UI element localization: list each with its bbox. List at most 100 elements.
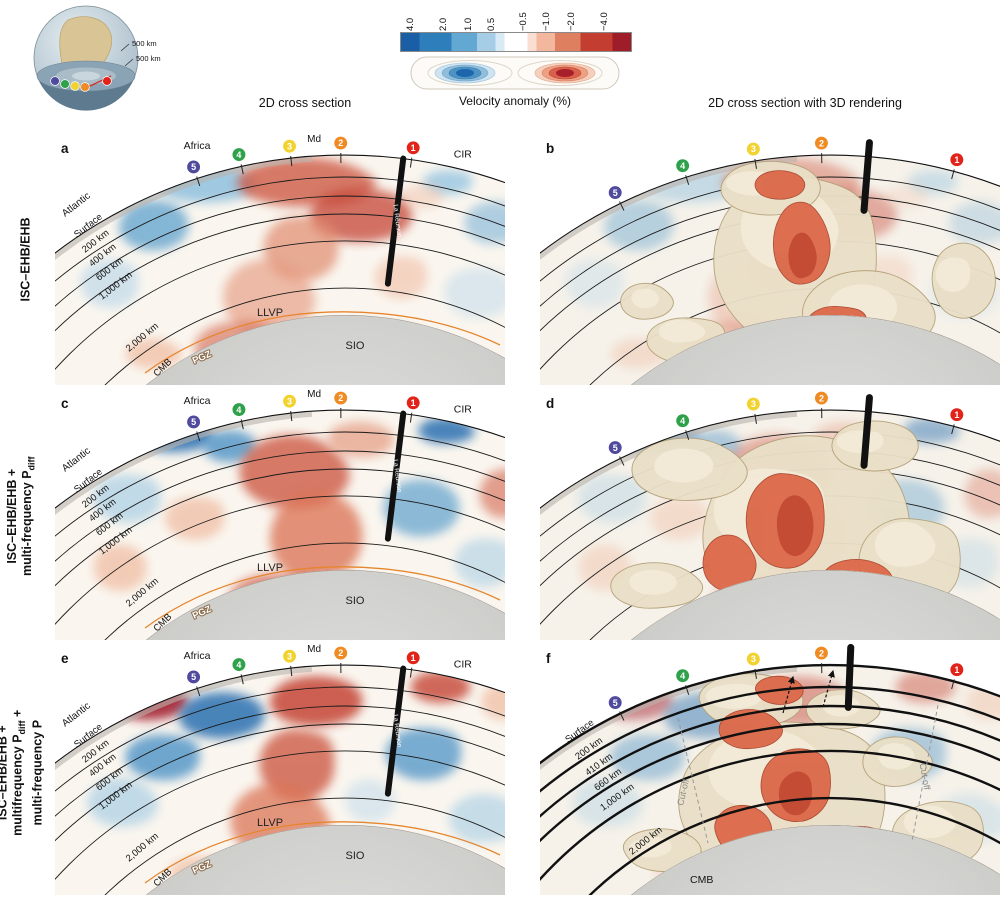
iso-surface-highlight (658, 319, 706, 343)
iso-surface-highlight (836, 430, 884, 454)
panel-letter-d: d (546, 396, 555, 411)
row-label-1: ISC–EHB/EHB (19, 130, 34, 390)
hotspot-marker-4-number: 4 (236, 405, 241, 415)
surface-arc (55, 154, 505, 254)
marker-tick (685, 430, 690, 440)
globe-scale-tick-2 (124, 58, 134, 67)
atlantic-label: Atlantic (60, 446, 93, 475)
hotspot-marker-5 (607, 440, 623, 456)
row-label-line: multi-frequency Pdiff (20, 386, 40, 646)
iso-surface-highlight (631, 288, 659, 309)
hotspot-marker-5 (186, 669, 202, 685)
la-reunion-label: La Réunion (392, 714, 403, 748)
anomaly-blob (604, 200, 674, 251)
llvp-label: LLVP (257, 817, 283, 829)
globe-inset: 500 km 500 km (8, 2, 208, 130)
hotspot-marker-3 (745, 651, 761, 667)
anomaly-blob (385, 727, 462, 781)
globe-cutaway-side (37, 76, 135, 111)
lithosphere-band (540, 666, 798, 787)
marker-tick (409, 412, 413, 423)
marker-tick (754, 668, 757, 679)
marker-tick (754, 413, 757, 424)
panel-b: 5 4 3 2 1 b (540, 133, 1000, 385)
hotspot-marker-3 (281, 138, 298, 154)
iso-surface-red-core (788, 232, 817, 279)
hotspot-marker-5-number: 5 (613, 188, 618, 198)
pgz-contour (144, 311, 501, 374)
la-reunion-bar (844, 643, 855, 711)
anomaly-blob (444, 267, 505, 318)
anomaly-blob (572, 777, 644, 827)
anomaly-blob (164, 497, 225, 540)
la-reunion-bar (860, 139, 873, 214)
cmb-boundary (630, 569, 1000, 640)
iso-surface-highlight (629, 569, 677, 595)
marker-tick (685, 175, 690, 185)
marker-tick (409, 667, 413, 678)
hotspot-marker-5 (607, 185, 623, 201)
colorbar-tick-label: −0.5 (518, 12, 530, 31)
panel-c: La Réunion Africa Md CIR Atlantic Surface 200 … (55, 388, 505, 640)
upwelling-arrow (822, 669, 835, 708)
hotspot-marker-1 (949, 152, 965, 168)
sio-label: SIO (346, 850, 365, 862)
la-reunion-bar (860, 394, 873, 469)
hotspot-marker-4-number: 4 (680, 416, 685, 426)
hotspot-marker-5-number: 5 (191, 417, 196, 427)
globe-scale-tick-1 (120, 43, 130, 52)
lithosphere-band (55, 411, 313, 532)
marker-tick (196, 176, 201, 187)
row-label-3: ISC–EHB/EHB +multifrequency Pdiff +multi… (0, 643, 45, 900)
africa-label: Africa (184, 650, 211, 662)
hotspot-marker-2 (333, 390, 349, 406)
la-reunion-bar (384, 665, 407, 797)
hotspot-marker-2-number: 2 (338, 393, 343, 403)
marker-tick (290, 666, 293, 677)
row-label-2: ISC–EHB/EHB + multi-frequency Pdiff (5, 386, 40, 646)
anomaly-blob (93, 544, 147, 592)
sio-label: SIO (346, 595, 365, 607)
panel-a: La Réunion Africa Md CIR Atlantic Surface 200 … (55, 133, 505, 385)
surface-arc (55, 664, 505, 764)
row-label-text: + (10, 709, 25, 721)
anomaly-blob (119, 200, 189, 251)
hotspot-marker-2-number: 2 (819, 138, 824, 148)
cmb-boundary (630, 824, 1000, 895)
hotspot-marker-4 (231, 147, 247, 163)
marker-tick (619, 456, 625, 466)
colorbar-tick-label: 0.5 (485, 17, 497, 31)
cutoff-line (911, 704, 939, 842)
cir-label: CIR (454, 658, 473, 670)
marker-tick (240, 164, 244, 175)
depth-arc (55, 750, 505, 880)
hotspot-marker-4 (675, 668, 691, 684)
hotspot-marker-4-number: 4 (680, 671, 685, 681)
depth-arc (588, 796, 1000, 895)
iso-surface-highlight (874, 521, 936, 567)
colorbar-tick-label: 2.0 (437, 17, 449, 31)
hotspot-marker-3 (281, 393, 298, 409)
colorbar-tick-label: −4.0 (598, 12, 610, 31)
globe-marker-2 (80, 82, 90, 92)
cmb-boundary (145, 824, 505, 895)
africa-label: Africa (184, 140, 211, 152)
colorbar-tick-label: −1.0 (541, 12, 553, 31)
colorbar-legend: 4.0 2.0 1.0 0.5 −0.5 −1.0 −2.0 −4.0 Velocity an… (392, 4, 638, 116)
globe-marker-5 (50, 76, 60, 86)
iso-surface-red (754, 170, 806, 200)
anomaly-blob (178, 692, 265, 739)
hotspot-marker-2 (813, 135, 829, 151)
hotspot-marker-1-number: 1 (411, 398, 416, 408)
depth-arc (55, 213, 505, 332)
panel-e: La Réunion Africa Md CIR Atlantic Surface 200 … (55, 643, 505, 895)
row-label-subscript: diff (26, 456, 37, 471)
iso-surface-highlight (903, 805, 957, 839)
outer-core (631, 825, 1000, 895)
depth-arc (55, 450, 505, 562)
anomaly-blob (87, 777, 159, 827)
column-header-3d: 2D cross section with 3D rendering (708, 96, 902, 110)
depth-arc (55, 723, 505, 842)
marker-tick (951, 424, 955, 435)
